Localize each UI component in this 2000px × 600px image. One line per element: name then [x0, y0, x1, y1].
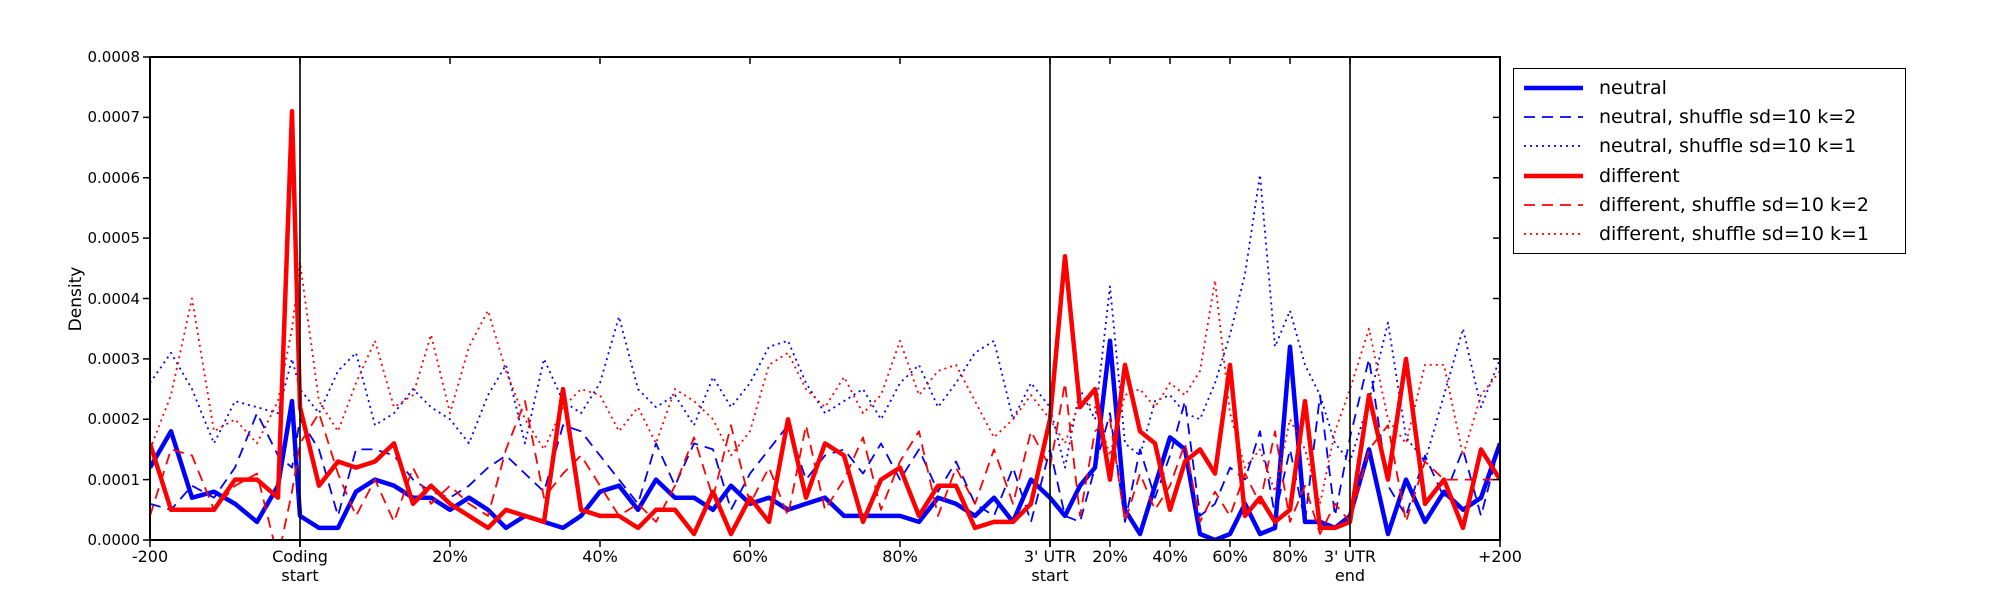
legend-line-sample-neutral-shuffle-k2	[1524, 116, 1583, 118]
series-line-different-shuffle-k2	[150, 382, 1500, 540]
x-tick-label: 40%	[582, 547, 618, 566]
series-line-different	[150, 109, 1500, 537]
x-tick-label: 80%	[1272, 547, 1308, 566]
y-tick-label: 0.0007	[87, 108, 141, 127]
legend-label: different	[1599, 164, 1680, 187]
legend-item: neutral	[1522, 73, 1897, 102]
x-tick-label: 40%	[1152, 547, 1188, 566]
legend-item: neutral, shuffle sd=10 k=1	[1522, 132, 1897, 161]
y-tick-label: 0.0002	[87, 410, 141, 429]
x-tick-label: 20%	[432, 547, 468, 566]
x-tick-label: 60%	[732, 547, 768, 566]
x-tick-label: +200	[1478, 547, 1522, 566]
legend-line-sample-neutral-shuffle-k1	[1524, 145, 1583, 148]
y-tick-label: 0.0003	[87, 349, 141, 368]
legend-label: different, shuffle sd=10 k=2	[1599, 193, 1869, 216]
series-line-different-shuffle-k1	[150, 261, 1500, 505]
x-tick-label: 80%	[882, 547, 918, 566]
y-tick-label: 0.0004	[87, 289, 141, 308]
legend-label: neutral	[1599, 76, 1667, 99]
legend-item: neutral, shuffle sd=10 k=2	[1522, 102, 1897, 131]
legend-line-sample-different	[1524, 173, 1583, 178]
y-tick-label: 0.0006	[87, 168, 141, 187]
legend-label: neutral, shuffle sd=10 k=1	[1599, 135, 1857, 158]
x-tick-label: Coding start	[272, 547, 328, 585]
y-tick-label: 0.0005	[87, 229, 141, 248]
y-tick-label: 0.0008	[87, 48, 141, 66]
x-tick-label: 20%	[1092, 547, 1128, 566]
x-tick-label: 3' UTR start	[1023, 547, 1077, 585]
legend-line-sample-different-shuffle-k2	[1524, 204, 1583, 206]
legend-item: different	[1522, 161, 1897, 190]
legend: neutral neutral, shuffle sd=10 k=2 neutral…	[1513, 68, 1906, 254]
x-tick-label: 60%	[1212, 547, 1248, 566]
legend-line-sample-different-shuffle-k1	[1524, 233, 1583, 236]
x-tick-label: 3' UTR end	[1323, 547, 1377, 585]
legend-label: different, shuffle sd=10 k=1	[1599, 223, 1869, 246]
series-line-neutral-shuffle-k2	[150, 357, 1500, 523]
legend-item: different, shuffle sd=10 k=2	[1522, 190, 1897, 219]
legend-label: neutral, shuffle sd=10 k=2	[1599, 105, 1857, 128]
x-tick-label: -200	[131, 547, 169, 566]
y-tick-label: 0.0000	[87, 531, 141, 549]
legend-line-sample-neutral	[1524, 85, 1583, 90]
y-tick-label: 0.0001	[87, 470, 141, 489]
legend-item: different, shuffle sd=10 k=1	[1522, 220, 1897, 249]
